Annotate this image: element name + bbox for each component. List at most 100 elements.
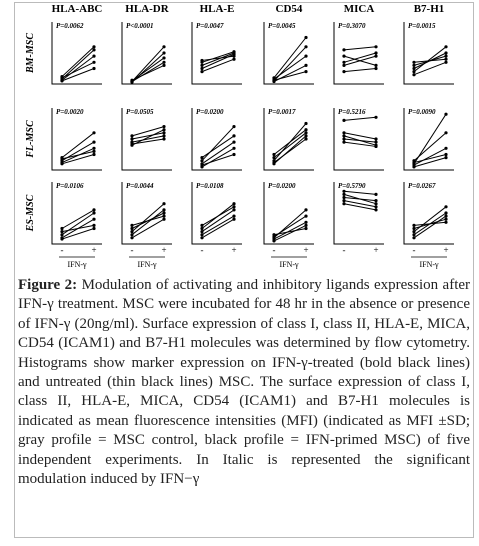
point (232, 214, 236, 218)
point (200, 163, 204, 167)
panel-axes (191, 182, 242, 245)
pair-line (201, 52, 235, 66)
pair-line (273, 132, 307, 158)
point (374, 63, 378, 67)
panel-axes (263, 108, 314, 171)
point (200, 66, 204, 71)
point (232, 54, 236, 58)
x-tick-label: - (131, 245, 134, 255)
p-value: P=0.3070 (338, 22, 366, 30)
pair-line (343, 55, 377, 66)
point (412, 60, 416, 64)
x-title: IFN-γ (67, 260, 87, 269)
point (304, 128, 308, 132)
p-value: P<0.0001 (126, 22, 154, 30)
point (60, 156, 64, 160)
point (342, 202, 346, 206)
point (92, 152, 96, 157)
point (412, 63, 416, 67)
point (232, 217, 236, 221)
x-tick-label: + (303, 245, 308, 255)
column-header: B7-H1 (414, 3, 445, 15)
point (412, 66, 416, 71)
point (200, 226, 204, 231)
p-value: P=0.0505 (126, 108, 154, 116)
panel-axes (121, 108, 172, 171)
pair-line (343, 46, 377, 51)
pair-line (131, 61, 165, 82)
point (374, 54, 378, 58)
p-value: P=0.0045 (268, 22, 296, 30)
column-header: HLA-E (200, 3, 235, 15)
point (200, 156, 204, 160)
point (304, 134, 308, 138)
point (232, 140, 236, 144)
point (162, 125, 166, 129)
point (342, 131, 346, 135)
panel-axes (121, 22, 172, 85)
point (374, 115, 378, 119)
pair-line (413, 147, 447, 166)
point (162, 131, 166, 135)
pair-line (413, 215, 447, 239)
pair-line (61, 212, 95, 236)
pair-line (61, 154, 95, 165)
pair-line (61, 55, 95, 81)
pair-line (61, 68, 95, 82)
pair-line (273, 215, 307, 237)
point (130, 78, 134, 82)
pair-line (131, 135, 165, 143)
pair-line (413, 61, 447, 76)
x-title: IFN-γ (137, 260, 157, 269)
point (162, 51, 166, 55)
point (304, 226, 308, 231)
point (412, 70, 416, 74)
point (374, 137, 378, 141)
point (444, 217, 448, 221)
point (444, 152, 448, 157)
point (232, 125, 236, 129)
pair-line (343, 193, 377, 205)
p-value: P=0.0015 (408, 22, 436, 30)
pair-line (343, 132, 377, 140)
point (342, 118, 346, 122)
p-value: P=0.0200 (268, 182, 296, 190)
point (162, 208, 166, 212)
point (304, 131, 308, 135)
point (342, 140, 346, 144)
point (92, 131, 96, 135)
point (92, 217, 96, 221)
p-value: P=0.0017 (268, 108, 296, 116)
point (162, 45, 166, 49)
point (272, 239, 276, 243)
point (374, 199, 378, 203)
point (162, 63, 166, 67)
point (162, 217, 166, 221)
point (162, 134, 166, 138)
point (162, 137, 166, 141)
point (342, 192, 346, 196)
pair-line (413, 157, 447, 168)
point (272, 152, 276, 157)
pair-line (201, 154, 235, 166)
point (304, 35, 308, 40)
point (374, 192, 378, 196)
point (342, 60, 346, 64)
point (92, 149, 96, 153)
pair-line (273, 138, 307, 163)
x-tick-label: + (373, 245, 378, 255)
point (374, 202, 378, 206)
pair-line (343, 200, 377, 208)
point (130, 226, 134, 231)
row-label: FL-MSC (25, 120, 36, 159)
panel-axes (263, 22, 314, 85)
point (412, 226, 416, 231)
panel-axes (403, 182, 454, 245)
pair-line (61, 209, 95, 229)
point (304, 63, 308, 67)
point (232, 134, 236, 138)
panel-axes (333, 22, 384, 85)
point (200, 58, 204, 63)
caption-label: Figure 2: (18, 277, 78, 293)
row-label: ES-MSC (25, 194, 36, 232)
